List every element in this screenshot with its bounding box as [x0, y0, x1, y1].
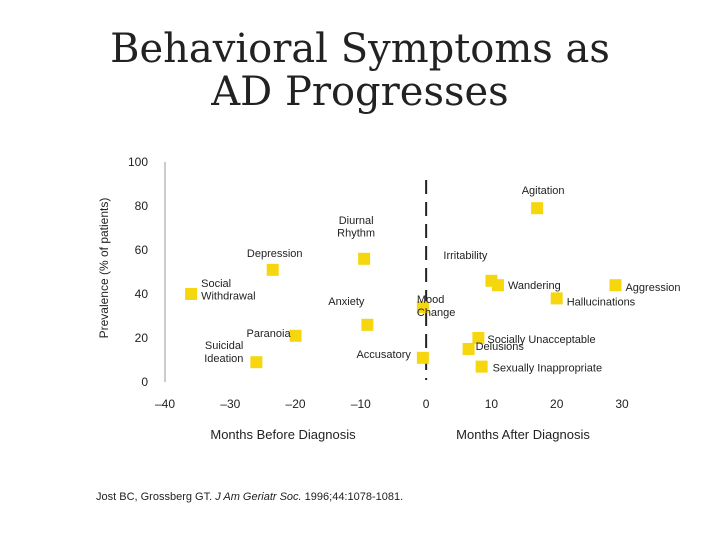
symptom-label: Accusatory	[356, 349, 411, 361]
y-tick-label: 100	[128, 155, 148, 169]
symptom-label: Paranoia	[247, 328, 292, 340]
symptom-label: Mood Change	[417, 294, 456, 319]
x-tick-label: 20	[550, 397, 564, 411]
symptom-marker	[550, 292, 563, 305]
symptom-marker	[462, 343, 475, 355]
symptom-marker	[416, 301, 429, 314]
symptom-label: Suicidal Ideation	[204, 340, 243, 365]
y-tick-label: 40	[135, 287, 149, 301]
symptom-marker	[185, 288, 198, 300]
x-tick-label: –20	[286, 397, 306, 411]
symptom-marker	[472, 332, 485, 344]
symptom-label: Aggression	[625, 282, 680, 294]
x-tick-label: –30	[220, 397, 240, 411]
symptom-marker	[289, 329, 302, 342]
citation-authors: Jost BC, Grossberg GT.	[96, 491, 213, 503]
slide-title: Behavioral Symptoms as AD Progresses	[110, 26, 610, 115]
symptom-marker	[361, 318, 374, 331]
symptom-marker	[609, 279, 622, 292]
citation-journal: J Am Geriatr Soc.	[215, 491, 302, 503]
symptom-label: Wandering	[508, 280, 561, 292]
x-axis-label-before: Months Before Diagnosis	[210, 427, 356, 442]
y-tick-label: 60	[135, 243, 149, 257]
x-tick-label: 30	[615, 397, 629, 411]
symptom-label: Diurnal Rhythm	[337, 215, 375, 240]
symptom-label: Hallucinations	[567, 296, 636, 308]
y-axis-label: Prevalence (% of patients)	[97, 198, 111, 339]
symptom-label: Agitation	[522, 185, 565, 197]
x-tick-label: –10	[351, 397, 371, 411]
symptom-marker	[475, 360, 488, 373]
x-tick-label: 0	[423, 397, 430, 411]
symptom-marker	[250, 356, 263, 369]
symptom-marker	[491, 279, 504, 292]
symptom-marker	[416, 351, 429, 364]
symptom-label: Sexually Inappropriate	[493, 363, 602, 375]
symptom-marker	[531, 202, 544, 215]
symptom-label: Irritability	[443, 250, 488, 262]
citation: Jost BC, Grossberg GT. J Am Geriatr Soc.…	[96, 491, 403, 503]
symptom-label: Delusions	[476, 341, 525, 353]
symptom-marker	[266, 263, 279, 276]
symptom-label: Social Withdrawal	[201, 278, 255, 303]
symptom-label: Depression	[247, 248, 303, 260]
symptom-marker	[358, 252, 371, 265]
y-tick-label: 0	[141, 375, 148, 389]
symptom-label: Anxiety	[328, 296, 365, 308]
y-tick-label: 20	[135, 331, 149, 345]
citation-details: 1996;44:1078-1081.	[304, 491, 404, 503]
y-tick-label: 80	[135, 199, 149, 213]
x-axis-label-after: Months After Diagnosis	[456, 427, 590, 442]
symptom-label: Socially Unacceptable	[487, 334, 595, 346]
x-tick-label: –40	[155, 397, 175, 411]
x-tick-label: 10	[485, 397, 499, 411]
